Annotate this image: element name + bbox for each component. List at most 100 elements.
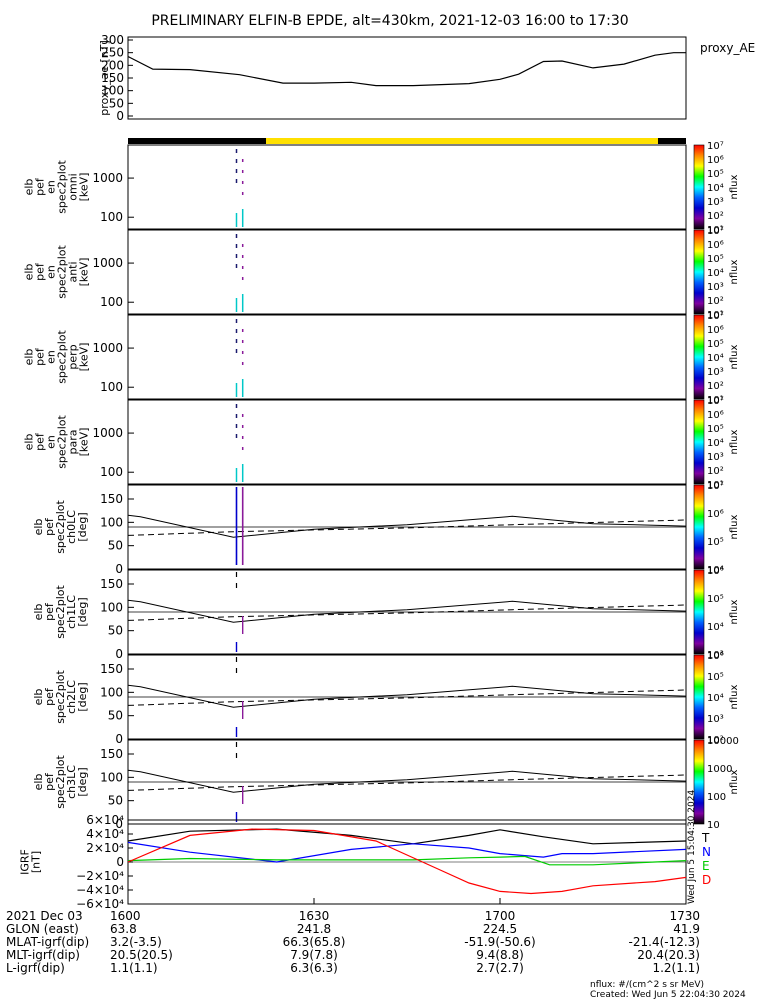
ytick-label: 100 [100,515,123,529]
footer-cell: 63.8 [110,922,137,936]
colorbar-tick-label: 10⁶ [707,410,724,421]
footer-cell: 224.5 [483,922,517,936]
footer-cell: 9.4(8.8) [476,948,524,962]
colorbar-tick-label: 10¹ [707,395,724,406]
proxy-ae-ylabel: proxy_ae [nT] [98,40,111,115]
panel-ylabel-line: en [45,180,58,194]
panel-ylabel-line: [nT] [30,851,43,873]
panel-ylabel-line: ch0LC [65,510,78,544]
panel-ylabel-line: pef [34,177,47,196]
panel-ylabel-line: pef [43,517,56,536]
footer-row-label: 2021 Dec 03 [6,909,83,923]
panel-ylabel-line: spec2plot [54,585,67,639]
footer-cell: 7.9(7.8) [290,948,338,962]
colorbar-tick-label: 10⁴ [707,565,724,576]
ytick-label: 50 [108,539,123,553]
igrf-ytick-label: −4×10⁴ [76,883,124,897]
ytick-label: 100 [100,770,123,784]
footer-cell: 1.2(1.1) [652,961,700,975]
colorbar-tick-label: 100 [707,792,726,803]
panel-ylabel-line: elb [32,774,45,791]
panel-ylabel-line: [keV] [78,343,91,372]
colorbar-label: nflux [729,599,740,624]
colorbar-tick-label: 10⁴ [707,622,724,633]
igrf-series-D [127,828,687,895]
proxy-ytick-label: 150 [101,71,124,85]
proxy-ae-legend: proxy_AE [700,41,755,55]
colorbar-tick-label: 10⁴ [707,268,724,279]
ytick-label: 50 [108,624,123,638]
colorbar-tick-label: 10¹ [707,480,724,491]
loss-cone-line [127,684,687,708]
panel-ylabel-line: en [45,265,58,279]
panel-frame [127,144,687,230]
footer-table: 2021 Dec 03 1600 1630 1700 1730 GLON (east) 63… [6,898,700,975]
created-stamp: Created: Wed Jun 5 22:04:30 2024 [590,990,746,1000]
colorbar-tick-label: 10⁴ [707,183,724,194]
panel-ylabel-line: anti [67,261,80,282]
panel-ylabel-line: elb [23,434,36,451]
ytick-label: 0 [115,817,123,831]
panel-frame [127,399,687,485]
proxy-ytick-label: 200 [101,58,124,72]
colorbar-tick-label: 10⁴ [707,438,724,449]
colorbar [693,654,705,740]
ytick-label: 1000 [92,341,123,355]
proxy-ytick-label: 0 [116,109,124,123]
panel-ylabel-line: elb [32,689,45,706]
colorbar-tick-label: 10 [707,820,720,831]
igrf-ytick-label: 0 [116,855,124,869]
colorbar-tick-label: 10⁴ [707,353,724,364]
panel-ylabel-line: pef [43,772,56,791]
proxy-ytick-label: 300 [101,33,124,47]
colorbar-tick-label: 10³ [707,367,724,378]
colorbar-tick-label: 10³ [707,452,724,463]
proxy-ae-frame [127,36,687,120]
ytick-label: 50 [108,709,123,723]
panel-ylabel-line: pef [34,262,47,281]
footer-cell: -51.9(-50.6) [464,935,535,949]
colorbar-tick-label: 10⁶ [707,509,724,520]
colorbar [693,314,705,400]
colorbar-tick-label: 10⁶ [707,566,724,577]
panel-ylabel-line: spec2plot [54,755,67,809]
footer-cell: 241.8 [297,922,331,936]
ytick-label: 150 [100,577,123,591]
ytick-label: 1000 [92,171,123,185]
panel-ylabel-line: spec2plot [56,160,69,214]
footer-cell: 20.4(20.3) [637,948,700,962]
colorbar-tick-label: 10³ [707,197,724,208]
colorbar-tick-label: 10¹ [707,225,724,236]
panel-ylabel-line: ch3LC [65,765,78,799]
colorbar-tick-label: 10⁶ [707,240,724,251]
igrf-side-stamp: Wed Jun 5 15:04:30 2024 [687,790,697,904]
panel-ylabel-line: pef [34,432,47,451]
colorbar-tick-label: 10⁷ [707,481,724,492]
panel-ylabel-line: ch1LC [65,595,78,629]
colorbar [693,569,705,655]
panel-ylabel-line: [keV] [78,258,91,287]
ytick-label: 150 [100,747,123,761]
panel-frame [127,229,687,315]
colorbar-tick-label: 10² [707,381,724,392]
colorbar-label: nflux [729,514,740,539]
panel-ylabel-line: elb [32,519,45,536]
footer-cell: 41.9 [673,922,700,936]
panel-ylabel-line: [deg] [76,512,89,541]
footer-cell: 1630 [299,909,330,923]
colorbar-tick-label: 10² [707,735,724,746]
footer-row-label: MLT-igrf(dip) [6,948,80,962]
panel-ylabel-line: elb [32,604,45,621]
colorbar-tick-label: 10000 [707,736,739,747]
footer-cell: 20.5(20.5) [110,948,173,962]
colorbar-tick-label: 10⁶ [707,325,724,336]
panel-ylabel-line: en [45,435,58,449]
panel-ylabel-line: spec2plot [54,500,67,554]
igrf-series-E [127,855,687,866]
ytick-label: 50 [108,794,123,808]
igrf-ytick-label: 4×10⁴ [86,827,124,841]
